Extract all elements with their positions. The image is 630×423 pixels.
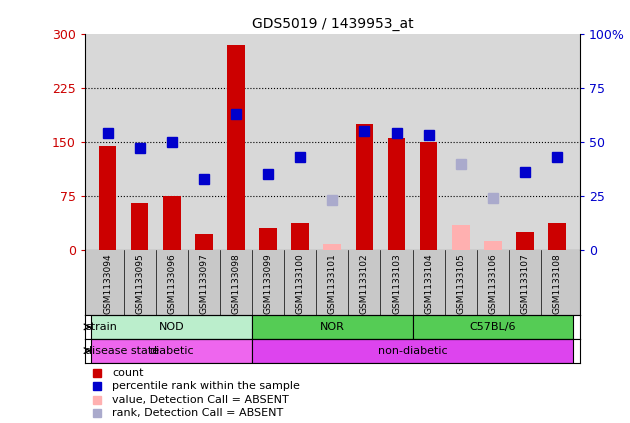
Title: GDS5019 / 1439953_at: GDS5019 / 1439953_at — [251, 17, 413, 31]
Bar — [413, 315, 573, 339]
Text: GSM1133105: GSM1133105 — [456, 253, 466, 314]
Text: GSM1133096: GSM1133096 — [167, 253, 176, 314]
Text: GSM1133098: GSM1133098 — [231, 253, 241, 314]
Bar — [131, 203, 149, 250]
Text: GSM1133103: GSM1133103 — [392, 253, 401, 314]
Text: disease state: disease state — [86, 346, 159, 356]
Bar — [452, 225, 469, 250]
Text: NOD: NOD — [159, 322, 185, 332]
Text: GSM1133094: GSM1133094 — [103, 253, 112, 314]
Bar — [323, 244, 341, 250]
Text: GSM1133106: GSM1133106 — [488, 253, 498, 314]
Bar — [292, 222, 309, 250]
Bar — [516, 232, 534, 250]
Bar — [355, 124, 373, 250]
Bar — [484, 242, 501, 250]
Bar — [252, 315, 413, 339]
Bar — [195, 234, 213, 250]
Bar — [252, 339, 573, 363]
Bar — [163, 196, 181, 250]
Text: GSM1133101: GSM1133101 — [328, 253, 337, 314]
Bar — [260, 228, 277, 250]
Text: GSM1133102: GSM1133102 — [360, 253, 369, 314]
Bar — [548, 222, 566, 250]
Text: GSM1133095: GSM1133095 — [135, 253, 144, 314]
Text: value, Detection Call = ABSENT: value, Detection Call = ABSENT — [112, 395, 289, 405]
Bar — [420, 142, 437, 250]
Text: GSM1133104: GSM1133104 — [424, 253, 433, 314]
Text: GSM1133108: GSM1133108 — [553, 253, 561, 314]
Bar — [387, 138, 405, 250]
Text: percentile rank within the sample: percentile rank within the sample — [112, 381, 300, 391]
Text: NOR: NOR — [320, 322, 345, 332]
Bar — [99, 146, 117, 250]
Text: GSM1133099: GSM1133099 — [263, 253, 273, 314]
Text: GSM1133097: GSM1133097 — [199, 253, 209, 314]
Bar — [227, 45, 245, 250]
Text: count: count — [112, 368, 144, 378]
Bar — [91, 339, 252, 363]
Text: non-diabetic: non-diabetic — [378, 346, 447, 356]
Text: GSM1133100: GSM1133100 — [295, 253, 305, 314]
Text: C57BL/6: C57BL/6 — [469, 322, 516, 332]
Text: diabetic: diabetic — [149, 346, 194, 356]
Bar — [91, 315, 252, 339]
Text: GSM1133107: GSM1133107 — [520, 253, 529, 314]
Text: rank, Detection Call = ABSENT: rank, Detection Call = ABSENT — [112, 408, 284, 418]
Text: strain: strain — [86, 322, 117, 332]
